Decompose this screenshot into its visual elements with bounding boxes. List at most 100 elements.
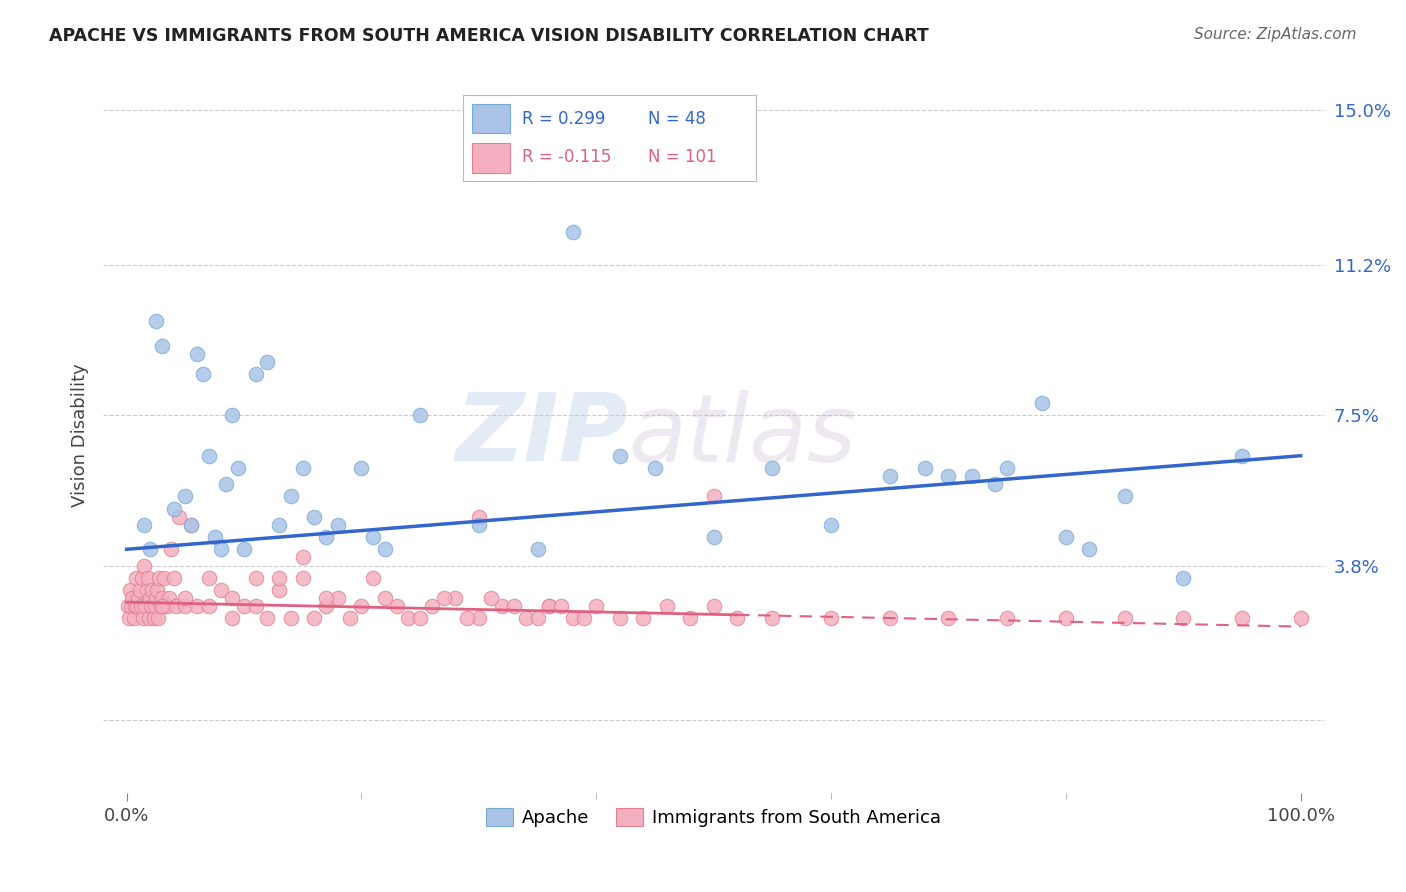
Point [198,571,221,585]
Point [136,571,159,585]
Y-axis label: Vision Disability: Vision Disability [72,364,89,508]
Point [374,591,396,606]
Point [1114,490,1136,504]
Point [198,449,221,463]
Point [143,599,166,614]
Point [526,611,548,625]
Point [374,542,396,557]
Point [609,611,631,625]
Point [134,558,156,573]
Point [703,530,725,544]
Point [148,571,170,585]
Legend: Apache, Immigrants from South America: Apache, Immigrants from South America [478,801,949,834]
Point [138,611,160,625]
Point [209,582,232,597]
Point [165,599,187,614]
Point [209,542,232,557]
Text: Source: ZipAtlas.com: Source: ZipAtlas.com [1194,27,1357,42]
Point [938,611,960,625]
Point [350,461,373,475]
Point [491,599,513,614]
Point [433,591,456,606]
Point [879,469,901,483]
Point [125,571,148,585]
Point [174,591,197,606]
Point [124,599,146,614]
Point [245,368,267,382]
Point [134,517,156,532]
Point [1114,611,1136,625]
Point [1054,530,1077,544]
Text: APACHE VS IMMIGRANTS FROM SOUTH AMERICA VISION DISABILITY CORRELATION CHART: APACHE VS IMMIGRANTS FROM SOUTH AMERICA … [49,27,929,45]
Point [269,582,291,597]
Point [128,582,150,597]
Point [479,591,502,606]
Point [315,599,337,614]
Point [1031,396,1053,410]
Point [191,368,214,382]
Point [256,355,278,369]
Point [121,591,143,606]
Point [631,611,654,625]
Point [703,490,725,504]
Point [503,599,526,614]
Point [291,571,314,585]
Point [145,591,167,606]
Point [127,599,149,614]
Point [409,611,432,625]
Point [162,501,184,516]
Point [396,611,419,625]
Point [1173,611,1195,625]
Point [561,225,583,239]
Point [221,591,243,606]
Point [304,509,326,524]
Point [585,599,607,614]
Point [245,571,267,585]
Point [339,611,361,625]
Point [561,611,583,625]
Point [150,599,173,614]
Point [444,591,467,606]
Point [174,490,197,504]
Point [655,599,678,614]
Point [420,599,443,614]
Point [155,599,177,614]
Point [526,542,548,557]
Point [960,469,983,483]
Point [280,611,302,625]
Point [280,490,302,504]
Point [245,599,267,614]
Point [127,591,149,606]
Point [761,461,783,475]
Point [132,611,155,625]
Point [169,509,191,524]
Point [145,314,167,328]
Point [1078,542,1101,557]
Point [221,408,243,422]
Point [269,571,291,585]
Point [409,408,432,422]
Point [233,542,256,557]
Point [150,591,173,606]
Point [150,339,173,353]
Point [122,611,145,625]
Point [139,591,162,606]
Point [644,461,666,475]
Point [468,611,491,625]
Point [538,599,561,614]
Point [186,347,208,361]
Point [350,599,373,614]
Point [574,611,596,625]
Point [984,477,1007,491]
Point [120,582,142,597]
Point [385,599,408,614]
Point [761,611,783,625]
Point [361,530,384,544]
Point [198,599,221,614]
Point [118,611,141,625]
Text: atlas: atlas [628,390,856,481]
Point [256,611,278,625]
Point [1173,571,1195,585]
Point [820,611,842,625]
Point [142,611,165,625]
